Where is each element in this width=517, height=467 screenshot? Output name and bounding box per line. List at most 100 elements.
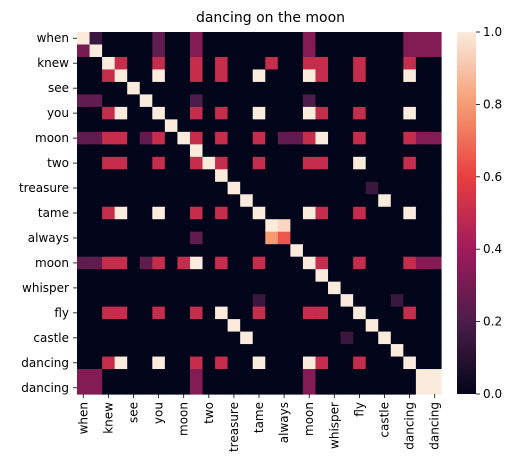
heatmap-cell [164, 81, 179, 96]
heatmap-cell [415, 319, 430, 333]
heatmap-cell [202, 56, 216, 71]
heatmap-cell [202, 281, 216, 295]
heatmap-cell [89, 94, 103, 108]
x-tick-label: dancing [428, 402, 442, 450]
heatmap-cell [302, 344, 317, 358]
heatmap-cell [164, 94, 179, 108]
heatmap-cell [428, 306, 442, 320]
heatmap-cell [114, 256, 128, 270]
heatmap-cell [177, 156, 191, 170]
heatmap-cell [403, 106, 417, 120]
heatmap-cell [102, 144, 116, 158]
heatmap-cell [315, 306, 329, 320]
heatmap-cell [202, 156, 216, 170]
heatmap-cell [302, 369, 317, 383]
heatmap-cell [353, 381, 367, 395]
heatmap-cell [290, 244, 304, 258]
heatmap-cell [365, 294, 379, 308]
heatmap-cell [378, 169, 392, 183]
heatmap-cell [189, 81, 204, 96]
heatmap-cell [177, 344, 191, 358]
heatmap-cell [415, 181, 430, 195]
heatmap-cell [102, 94, 116, 108]
heatmap-cell [403, 344, 417, 358]
heatmap-cell [202, 81, 216, 96]
heatmap-cell [202, 169, 216, 183]
heatmap-cell [215, 206, 229, 220]
heatmap-cell [378, 356, 392, 370]
heatmap-cell [77, 32, 91, 46]
heatmap-cell [315, 81, 329, 96]
heatmap-cell [415, 144, 430, 158]
heatmap-cell [189, 119, 204, 133]
heatmap-cell [240, 269, 254, 283]
heatmap-cell [403, 194, 417, 208]
heatmap-cell [77, 181, 91, 195]
heatmap-cell [189, 181, 204, 195]
heatmap-cell [202, 381, 216, 395]
heatmap-cell [89, 44, 103, 58]
heatmap-cell [252, 256, 266, 270]
heatmap-cell [202, 231, 216, 245]
heatmap-cell [415, 219, 430, 233]
heatmap-cell [202, 294, 216, 308]
heatmap-cell [353, 194, 367, 208]
heatmap-cell [240, 32, 254, 46]
heatmap-cell [152, 106, 166, 120]
heatmap-cell [340, 331, 354, 345]
heatmap-cell [177, 56, 191, 71]
heatmap-cell [403, 206, 417, 220]
heatmap-cell [139, 206, 153, 220]
heatmap-cell [114, 369, 128, 383]
heatmap-cell [164, 56, 179, 71]
heatmap-cell [277, 344, 291, 358]
heatmap-cell [290, 169, 304, 183]
heatmap-cell [164, 106, 179, 120]
heatmap-cell [227, 119, 241, 133]
heatmap-cell [415, 244, 430, 258]
heatmap-cell [290, 219, 304, 233]
heatmap-cell [403, 244, 417, 258]
heatmap-cell [240, 294, 254, 308]
heatmap-cell [302, 169, 317, 183]
heatmap-cell [177, 369, 191, 383]
heatmap-cell [114, 319, 128, 333]
heatmap-cell [290, 69, 304, 83]
heatmap-cell [102, 206, 116, 220]
heatmap-cell [365, 156, 379, 170]
heatmap-cell [102, 81, 116, 96]
heatmap-cell [353, 244, 367, 258]
heatmap-cell [390, 81, 404, 96]
heatmap-cell [403, 69, 417, 83]
heatmap-cell [277, 281, 291, 295]
heatmap-cell [189, 256, 204, 270]
heatmap-cell [277, 294, 291, 308]
heatmap-cell [152, 381, 166, 395]
heatmap-cell [114, 306, 128, 320]
heatmap-cell [340, 119, 354, 133]
heatmap-cell [152, 319, 166, 333]
heatmap-cell [428, 244, 442, 258]
heatmap-cell [390, 344, 404, 358]
heatmap-cell [340, 106, 354, 120]
heatmap-cell [139, 32, 153, 46]
heatmap-cell [302, 194, 317, 208]
heatmap-cell [114, 119, 128, 133]
heatmap-cell [403, 294, 417, 308]
heatmap-cell [428, 231, 442, 245]
heatmap-cell [202, 94, 216, 108]
heatmap-cell [415, 306, 430, 320]
heatmap-cell [252, 56, 266, 71]
heatmap-cell [77, 294, 91, 308]
heatmap-cell [215, 344, 229, 358]
heatmap-cell [302, 206, 317, 220]
heatmap-cell [365, 319, 379, 333]
heatmap-cell [177, 119, 191, 133]
x-tick-labels: when knew see you moon two treasure tame always m… [76, 394, 442, 452]
heatmap-cell [403, 306, 417, 320]
heatmap-cell [390, 32, 404, 46]
heatmap-cell [315, 331, 329, 345]
heatmap-cell [177, 181, 191, 195]
heatmap-cell [277, 331, 291, 345]
heatmap-cell [202, 331, 216, 345]
